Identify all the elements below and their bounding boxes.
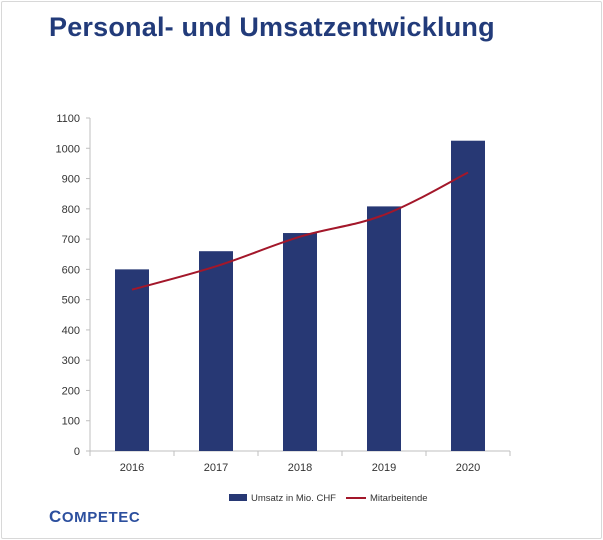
company-logo: COMPETEC bbox=[49, 507, 141, 526]
line-mitarbeitende bbox=[131, 171, 469, 291]
bar-umsatz-2018 bbox=[283, 233, 317, 451]
y-tick-label: 1100 bbox=[56, 113, 80, 125]
y-axis: 0 100 200 300 400 500 600 700 800 900 1000 1100 bbox=[56, 113, 91, 458]
y-tick-label: 300 bbox=[62, 355, 80, 367]
y-tick-label: 800 bbox=[62, 204, 80, 216]
y-tick-label: 500 bbox=[62, 295, 80, 307]
bar-series bbox=[115, 140, 485, 452]
x-tick-label: 2018 bbox=[288, 462, 312, 474]
y-tick-label: 100 bbox=[62, 416, 80, 428]
x-tick-label: 2020 bbox=[456, 462, 480, 474]
y-tick-label: 400 bbox=[62, 325, 80, 337]
y-tick-label: 700 bbox=[62, 234, 80, 246]
x-axis: 2016 2017 2018 2019 2020 bbox=[89, 450, 511, 474]
legend-swatch-umsatz bbox=[229, 494, 247, 501]
y-tick-label: 200 bbox=[62, 385, 80, 397]
y-tick-label: 900 bbox=[62, 174, 80, 186]
x-tick-label: 2016 bbox=[120, 462, 144, 474]
y-tick-label: 1000 bbox=[56, 143, 80, 155]
x-tick-label: 2019 bbox=[372, 462, 396, 474]
chart-title: Personal- und Umsatzentwicklung bbox=[49, 12, 495, 42]
legend-label-umsatz: Umsatz in Mio. CHF bbox=[251, 493, 336, 504]
bar-umsatz-2020 bbox=[451, 140, 485, 452]
bar-umsatz-2019 bbox=[367, 206, 401, 451]
legend: Umsatz in Mio. CHF Mitarbeitende bbox=[229, 493, 428, 504]
y-tick-label: 600 bbox=[62, 264, 80, 276]
legend-label-mitarbeitende: Mitarbeitende bbox=[370, 493, 428, 504]
line-series bbox=[131, 171, 469, 291]
bar-umsatz-2017 bbox=[199, 251, 233, 451]
x-tick-label: 2017 bbox=[204, 462, 228, 474]
y-tick-label: 0 bbox=[74, 446, 80, 458]
bar-umsatz-2016 bbox=[115, 269, 149, 451]
